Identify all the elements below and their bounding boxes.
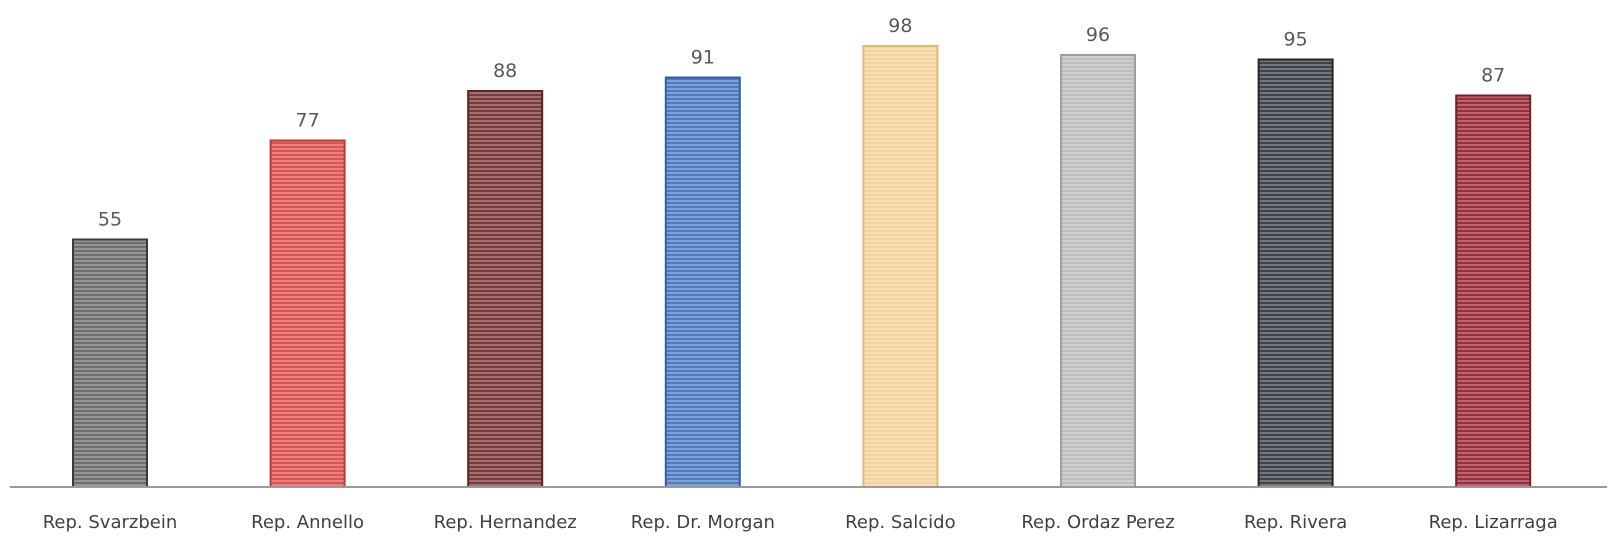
category-label-5: Rep. Ordaz Perez [1021, 512, 1174, 533]
bar-texture-4 [864, 47, 937, 486]
bar-texture-5 [1062, 56, 1134, 486]
bars-group [72, 45, 1532, 488]
data-label-2: 88 [493, 60, 517, 82]
data-label-6: 95 [1284, 29, 1308, 51]
data-label-1: 77 [296, 110, 320, 132]
category-labels-group: Rep. Svarzbein Rep. Annello Rep. Hernandez… [43, 512, 1558, 533]
bar-texture-6 [1259, 60, 1332, 486]
bar-texture-1 [271, 141, 344, 486]
bar-texture-2 [469, 92, 542, 486]
data-label-3: 91 [691, 47, 715, 69]
bar-texture-0 [74, 240, 146, 486]
data-label-4: 98 [888, 15, 912, 37]
category-label-3: Rep. Dr. Morgan [631, 512, 775, 533]
data-label-0: 55 [98, 209, 122, 231]
category-label-6: Rep. Rivera [1244, 512, 1347, 533]
bar-texture-3 [666, 78, 739, 486]
data-label-5: 96 [1086, 24, 1110, 46]
category-label-0: Rep. Svarzbein [43, 512, 178, 533]
category-label-4: Rep. Salcido [845, 512, 955, 533]
category-label-1: Rep. Annello [251, 512, 364, 533]
bar-texture-7 [1457, 96, 1530, 486]
data-label-7: 87 [1481, 65, 1505, 87]
category-label-7: Rep. Lizarraga [1429, 512, 1558, 533]
value-labels-group: 55 77 88 91 98 96 95 87 [98, 15, 1505, 231]
category-label-2: Rep. Hernandez [434, 512, 577, 533]
